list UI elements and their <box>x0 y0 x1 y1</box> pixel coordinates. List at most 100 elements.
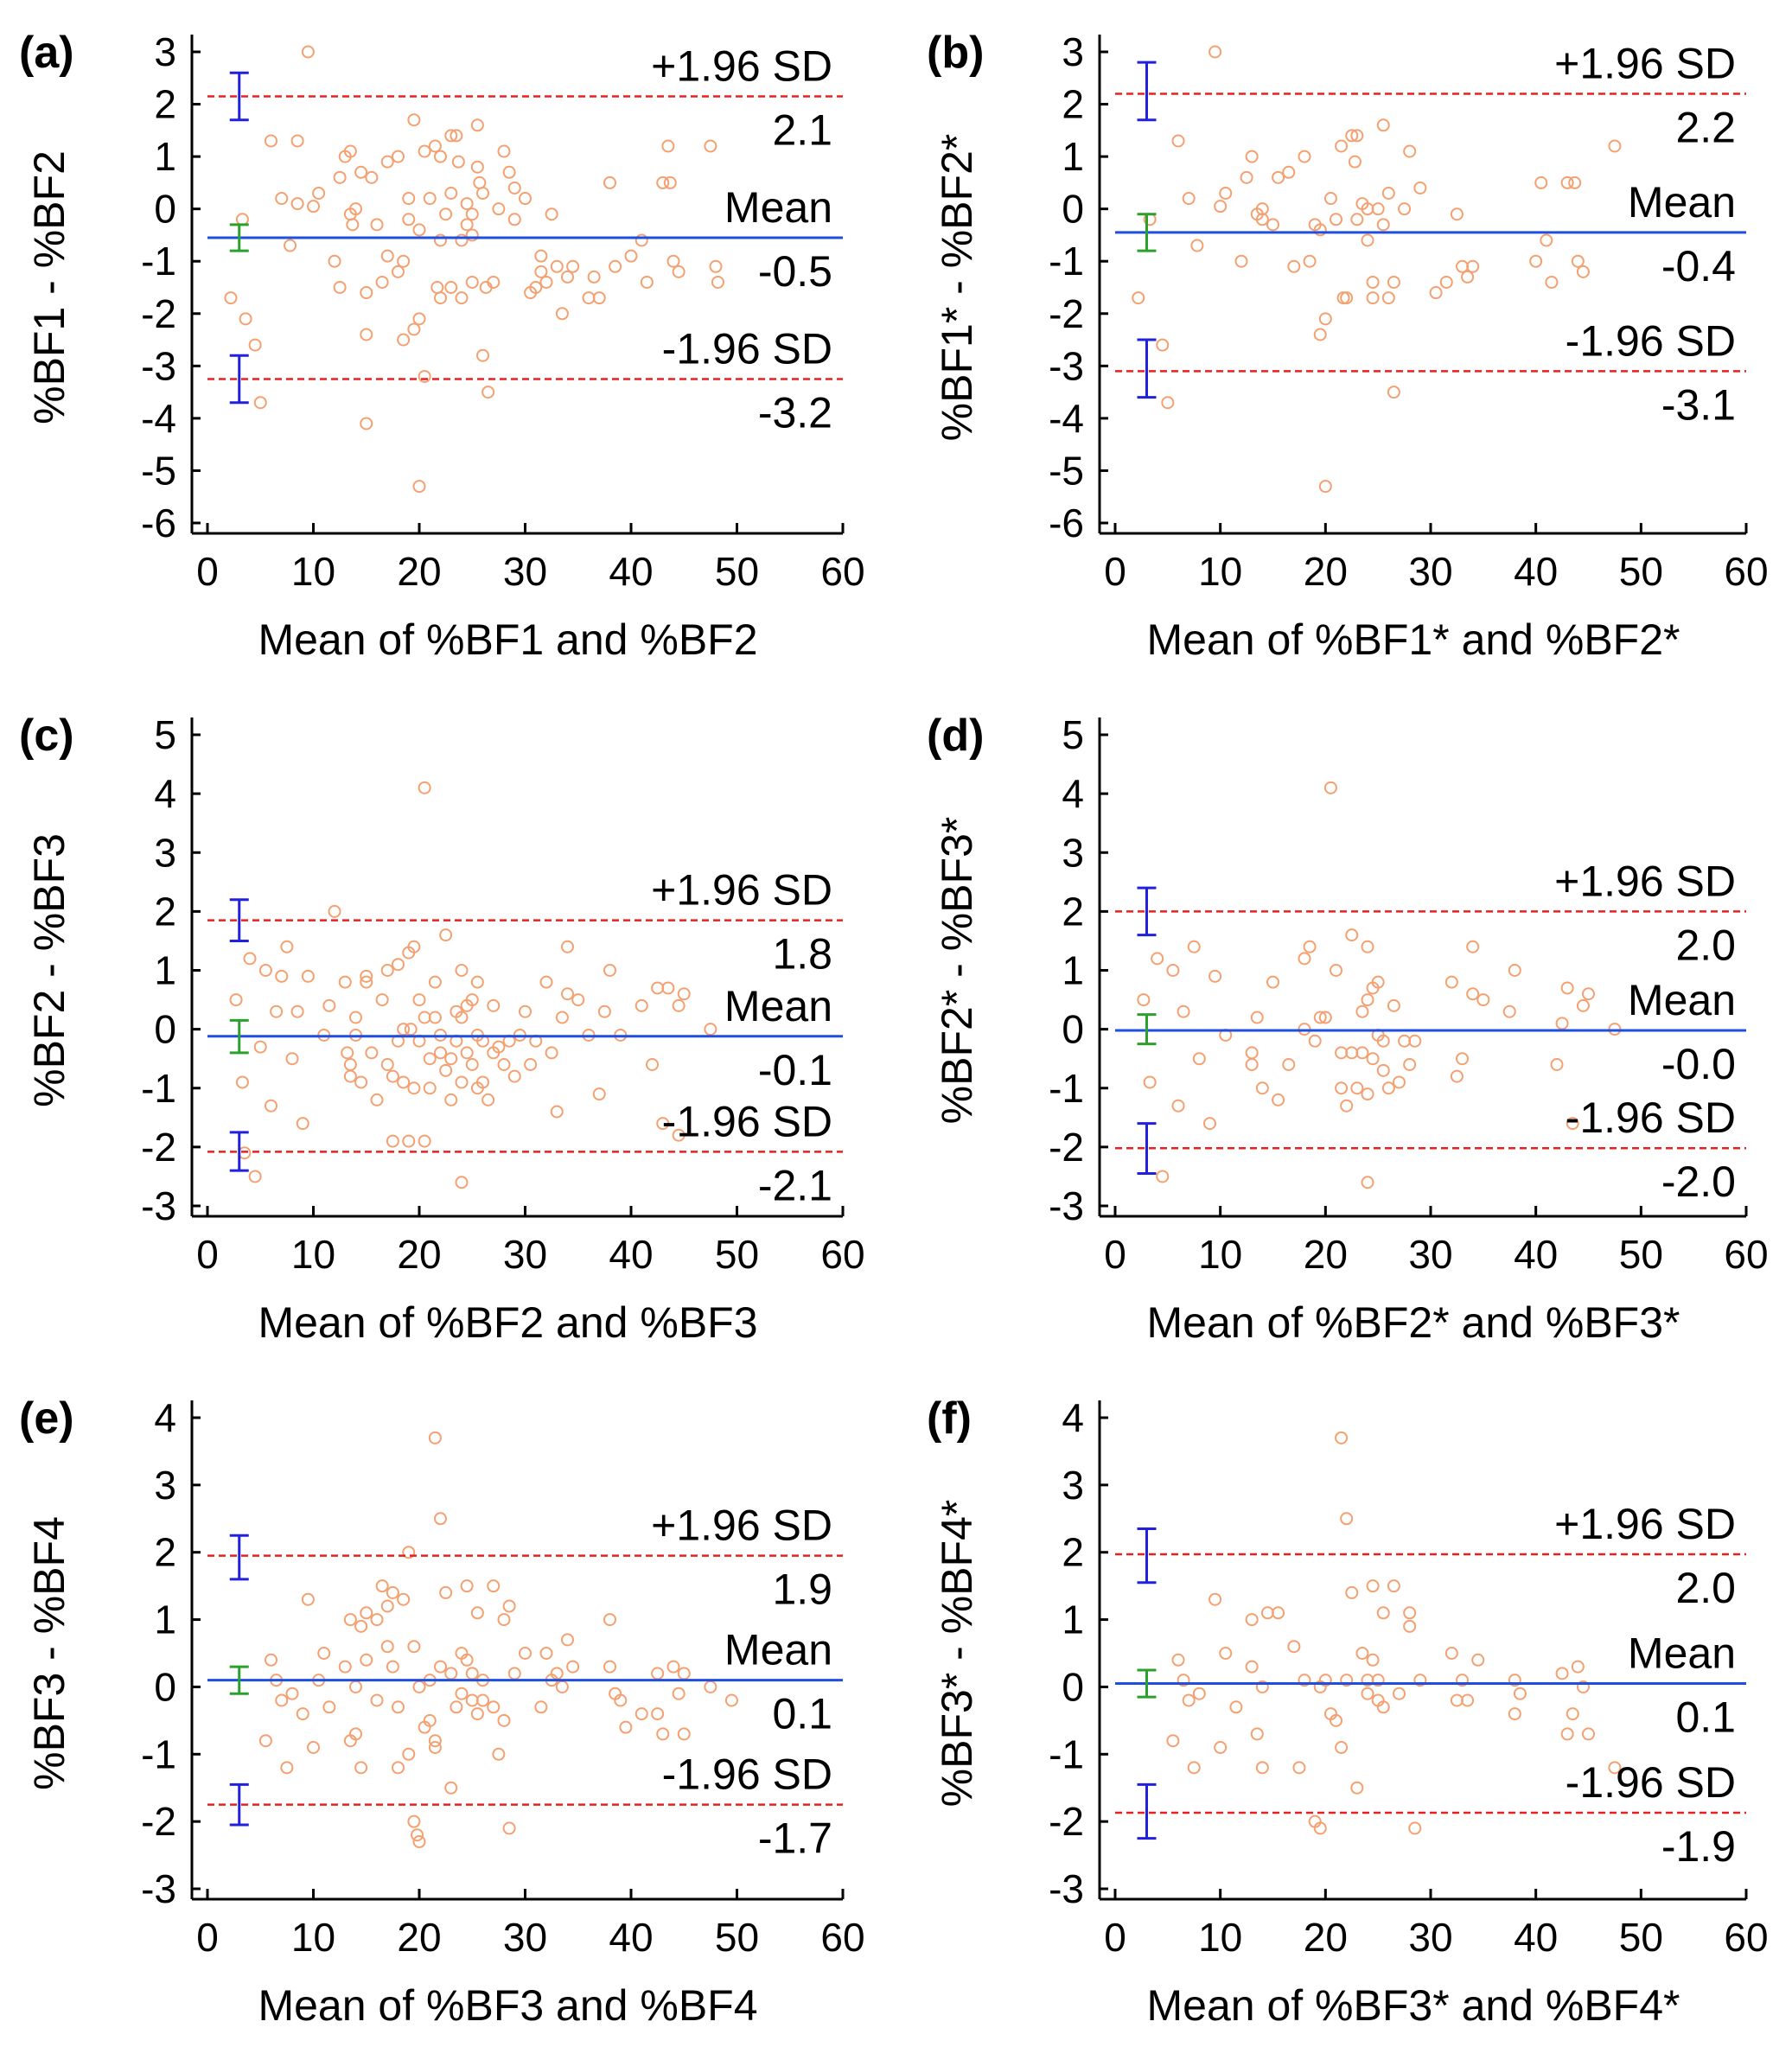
data-point <box>1508 1707 1521 1721</box>
mean-label: Mean <box>724 982 832 1030</box>
lower-value: -3.1 <box>1661 380 1736 429</box>
data-point <box>571 993 585 1007</box>
data-point <box>1381 1081 1395 1095</box>
data-point <box>284 239 297 252</box>
data-point <box>235 1075 249 1089</box>
data-point <box>1534 175 1548 189</box>
data-point <box>450 129 463 143</box>
x-tick-label: 0 <box>196 1232 219 1277</box>
data-point <box>470 1606 484 1620</box>
lower-label: -1.96 SD <box>662 324 832 373</box>
data-point <box>561 987 574 1001</box>
data-point <box>439 207 453 221</box>
data-point <box>1476 993 1490 1007</box>
data-point <box>349 1011 362 1024</box>
data-point <box>507 181 521 194</box>
data-point <box>238 1146 252 1160</box>
x-tick-label: 20 <box>397 1232 441 1277</box>
x-tick-label: 0 <box>196 549 219 594</box>
data-point <box>434 233 447 247</box>
lower-label: -1.96 SD <box>662 1750 832 1799</box>
x-tick-label: 0 <box>196 1915 219 1960</box>
data-point <box>1245 1058 1259 1071</box>
data-point <box>1330 964 1342 977</box>
data-point <box>487 275 501 289</box>
y-tick-label: 0 <box>1062 187 1084 232</box>
y-tick-label: 2 <box>154 889 176 934</box>
data-point <box>555 1011 569 1024</box>
data-point <box>290 197 304 211</box>
data-point <box>322 1700 336 1714</box>
data-point <box>343 144 357 158</box>
panel-label: (b) <box>927 28 984 78</box>
data-point <box>380 1058 394 1071</box>
data-point <box>386 1660 399 1674</box>
data-point <box>1298 952 1311 966</box>
mean-value: 0.1 <box>772 1690 832 1738</box>
y-tick-label: 0 <box>1062 1007 1084 1052</box>
data-point <box>428 975 442 989</box>
data-point <box>677 987 691 1001</box>
y-tick-label: 2 <box>1062 82 1084 127</box>
y-tick-label: 0 <box>154 1664 176 1709</box>
x-tick-label: 10 <box>1198 1232 1242 1277</box>
upper-label: +1.96 SD <box>651 866 832 915</box>
data-point <box>661 981 675 995</box>
data-point <box>360 286 373 300</box>
mean-value: 0.1 <box>1675 1693 1736 1742</box>
data-point <box>672 265 686 278</box>
data-point <box>444 129 458 143</box>
data-point <box>253 1040 267 1054</box>
y-tick-label: 3 <box>1062 830 1084 875</box>
x-tick-label: 40 <box>1514 1232 1558 1277</box>
data-point <box>322 998 336 1012</box>
data-point <box>265 134 277 148</box>
data-point <box>1350 1781 1364 1795</box>
data-point <box>614 1693 628 1707</box>
data-point <box>243 952 257 966</box>
data-point <box>1151 952 1164 966</box>
y-tick-label: 2 <box>1062 1530 1084 1575</box>
data-point <box>434 1046 447 1060</box>
data-point <box>360 417 373 430</box>
data-point <box>672 1128 686 1142</box>
data-point <box>235 213 249 226</box>
data-point <box>1255 1081 1269 1095</box>
data-point <box>1355 1004 1369 1018</box>
data-point <box>724 1693 738 1707</box>
data-point <box>1182 1693 1196 1707</box>
data-point <box>418 144 431 158</box>
data-point <box>1292 1761 1306 1775</box>
data-point <box>375 993 389 1007</box>
data-point <box>386 1134 399 1148</box>
x-tick-label: 60 <box>820 549 864 594</box>
data-point <box>360 1606 373 1620</box>
data-point <box>1318 1674 1332 1687</box>
data-point <box>1323 781 1337 794</box>
y-tick-label: 5 <box>154 712 176 757</box>
data-point <box>476 187 489 200</box>
data-point <box>360 328 373 341</box>
data-point <box>539 975 553 989</box>
lower-label: -1.96 SD <box>1566 316 1736 365</box>
data-point <box>677 1667 691 1680</box>
data-point <box>539 275 553 289</box>
y-tick-label: 3 <box>154 29 176 74</box>
data-point <box>1381 291 1395 305</box>
data-point <box>1608 139 1622 153</box>
data-point <box>423 1081 437 1095</box>
data-point <box>677 1727 691 1741</box>
data-point <box>402 213 416 226</box>
data-point <box>635 233 648 247</box>
y-tick-label: 3 <box>1062 1463 1084 1508</box>
data-point <box>711 275 724 289</box>
x-tick-label: 10 <box>1198 1915 1242 1960</box>
data-point <box>328 254 341 268</box>
data-point <box>704 139 717 153</box>
data-point <box>465 275 479 289</box>
x-tick-label: 60 <box>820 1232 864 1277</box>
data-point <box>1393 1687 1406 1700</box>
data-point <box>346 218 360 232</box>
x-tick-label: 20 <box>1304 1232 1348 1277</box>
